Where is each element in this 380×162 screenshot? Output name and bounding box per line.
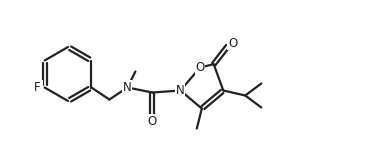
Text: F: F bbox=[35, 81, 42, 94]
Text: O: O bbox=[148, 115, 157, 128]
Text: N: N bbox=[176, 84, 185, 97]
Text: N: N bbox=[123, 81, 132, 94]
Text: F: F bbox=[34, 81, 41, 94]
Text: O: O bbox=[195, 61, 205, 74]
Text: O: O bbox=[228, 37, 238, 50]
